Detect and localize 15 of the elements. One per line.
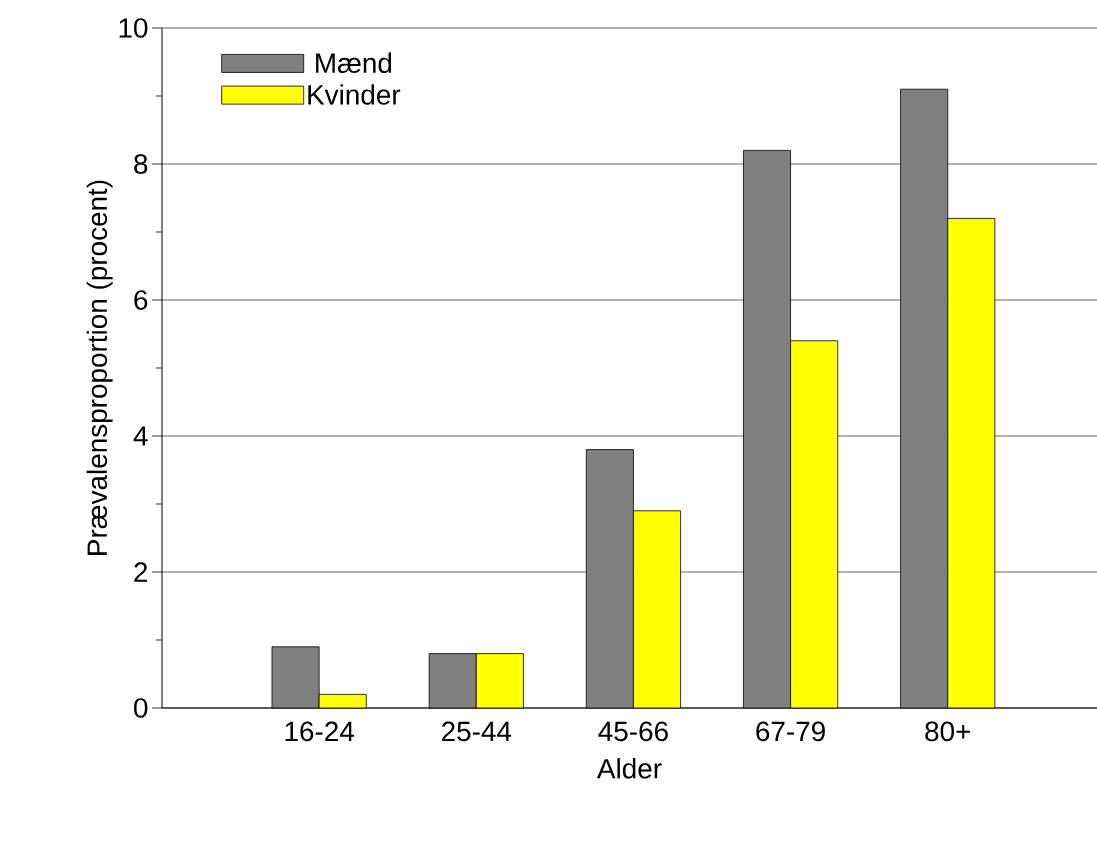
x-tick-label: 45-66 [598, 721, 668, 742]
legend-label: Mænd [316, 52, 392, 74]
y-tick-label: 8 [134, 154, 148, 174]
y-tick-label: 6 [134, 290, 148, 310]
x-tick-label: 16-24 [285, 721, 354, 742]
y-tick-label: 4 [133, 426, 148, 446]
x-tick-label: 67-79 [756, 721, 825, 742]
x-tick-label: 80+ [925, 721, 970, 742]
y-tick-label: 2 [134, 562, 148, 582]
y-axis-title: Prævalensproportion (procent) [86, 180, 113, 555]
x-tick-label: 25-44 [442, 721, 512, 742]
y-tick-label: 0 [134, 698, 148, 718]
y-tick-label: 10 [119, 18, 148, 38]
legend-label: Kvinder [308, 84, 401, 105]
x-axis-title: Alder [596, 758, 662, 779]
